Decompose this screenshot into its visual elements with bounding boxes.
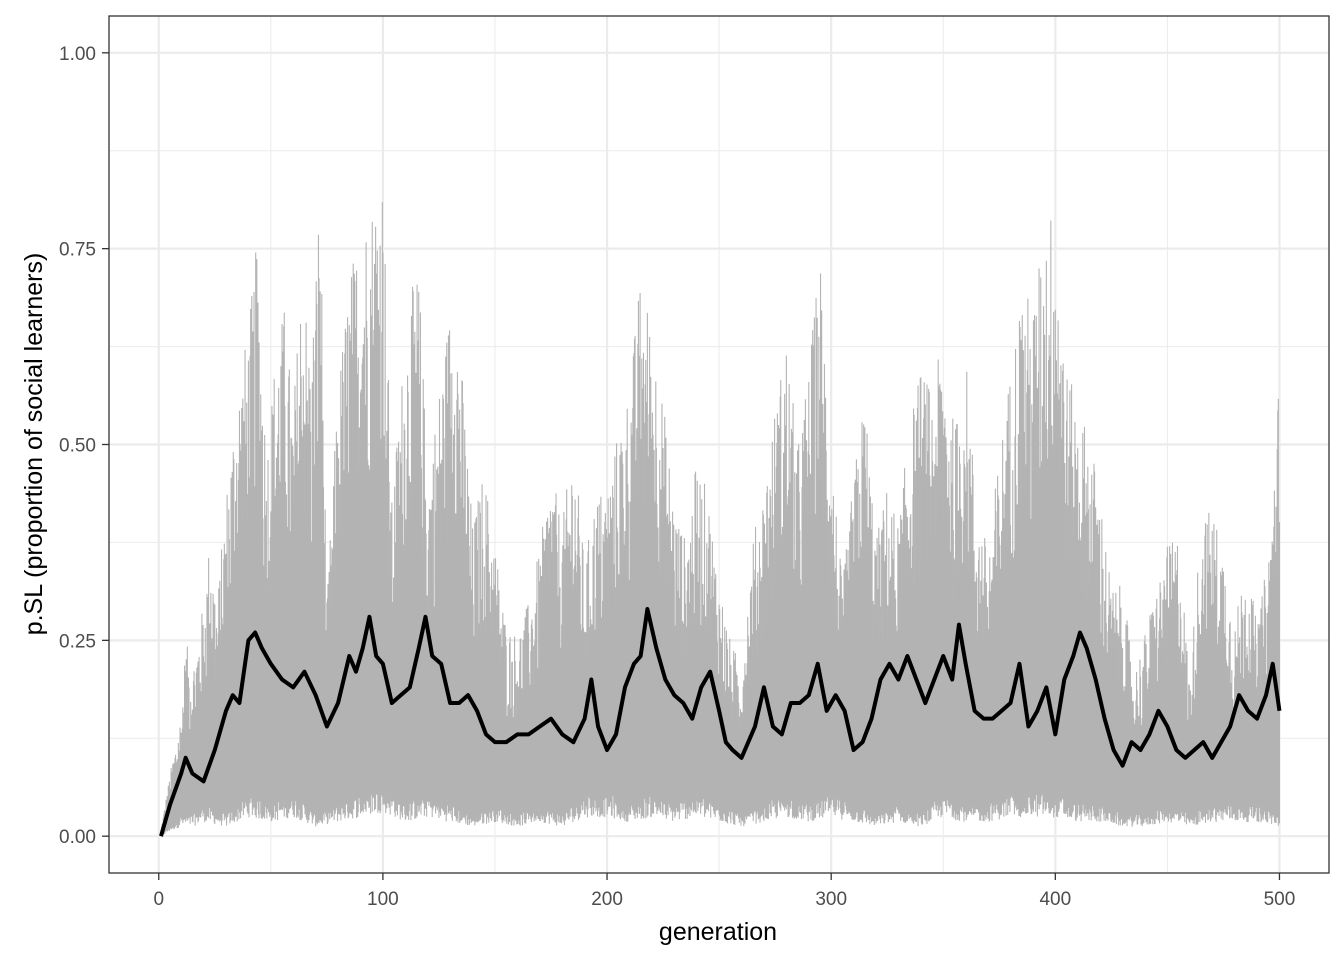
x-tick-label: 200 xyxy=(591,889,623,910)
mean-line-path xyxy=(159,607,1282,837)
x-axis-title: generation xyxy=(659,918,777,946)
y-tick-label: 1.00 xyxy=(59,44,96,65)
y-tick-label: 0.75 xyxy=(59,240,96,261)
x-tick-label: 300 xyxy=(815,889,847,910)
x-axis: 0 100 200 300 400 500 xyxy=(153,873,1295,910)
x-tick-label: 500 xyxy=(1264,889,1296,910)
y-axis-title: p.SL (proportion of social learners) xyxy=(20,253,48,636)
x-tick-label: 0 xyxy=(153,889,164,910)
y-tick-label: 0.50 xyxy=(59,436,96,457)
mean-line xyxy=(159,607,1282,837)
y-axis: 0.00 0.25 0.50 0.75 1.00 xyxy=(59,44,109,848)
x-tick-label: 400 xyxy=(1039,889,1071,910)
y-tick-label: 0.00 xyxy=(59,827,96,848)
y-tick-label: 0.25 xyxy=(59,631,96,652)
x-tick-label: 100 xyxy=(367,889,399,910)
